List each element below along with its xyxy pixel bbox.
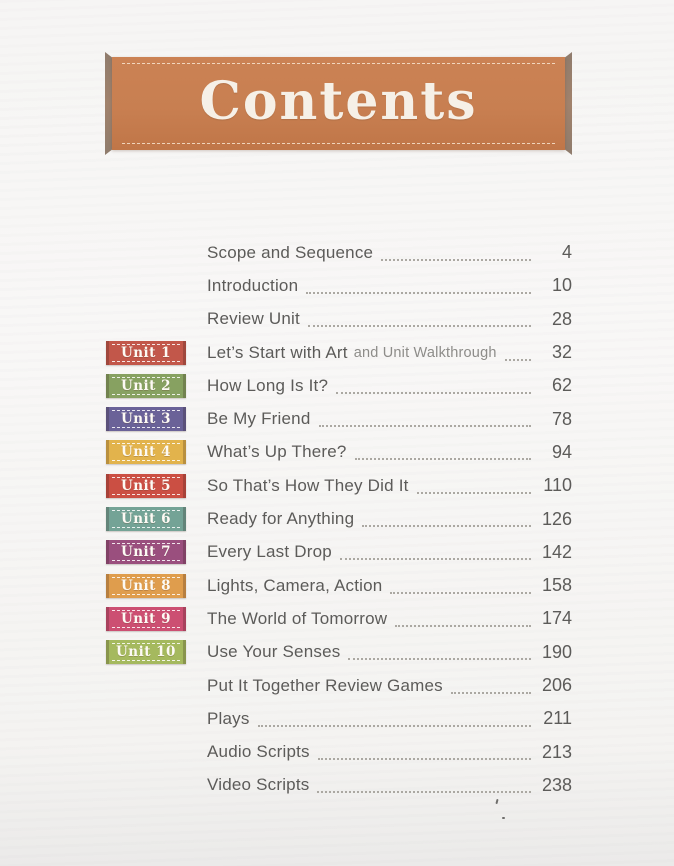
toc-entry-title: Let’s Start with Art bbox=[207, 342, 348, 362]
dotted-leader bbox=[450, 691, 531, 694]
toc-row: Unit 10 Use Your Senses 190 bbox=[106, 636, 572, 669]
toc-entry-title: Audio Scripts bbox=[207, 742, 310, 762]
ribbon-band: Contents bbox=[112, 57, 565, 150]
toc-entry-title: Be My Friend bbox=[207, 409, 311, 429]
toc-page-number: 213 bbox=[541, 741, 572, 762]
toc-entry-title: Use Your Senses bbox=[207, 642, 341, 662]
toc-page-number: 190 bbox=[541, 641, 572, 662]
dotted-leader bbox=[257, 724, 531, 727]
toc-row: Unit 1 Let’s Start with Art and Unit Walkt… bbox=[106, 336, 572, 369]
unit-badge: Unit 7 bbox=[106, 540, 186, 565]
toc-page-number: 62 bbox=[551, 375, 572, 396]
toc-row: Plays 211 bbox=[207, 702, 572, 735]
toc-row: Unit 5 So That’s How They Did It 110 bbox=[106, 469, 572, 502]
ribbon-fold-right bbox=[564, 52, 572, 155]
toc-entry-title: Lights, Camera, Action bbox=[207, 575, 383, 595]
toc-entry-title: Every Last Drop bbox=[207, 542, 332, 562]
toc-row: Introduction 10 bbox=[207, 269, 572, 302]
dotted-leader bbox=[317, 758, 531, 761]
dotted-leader bbox=[317, 791, 531, 794]
toc-row: Put It Together Review Games 206 bbox=[207, 669, 572, 702]
toc-entry-subtitle: and Unit Walkthrough bbox=[353, 344, 497, 361]
dotted-leader bbox=[362, 525, 531, 528]
dotted-leader bbox=[504, 358, 531, 361]
dotted-leader bbox=[306, 291, 531, 294]
toc-entry-title: Scope and Sequence bbox=[207, 242, 374, 262]
toc-row: Unit 7 Every Last Drop 142 bbox=[106, 536, 572, 569]
toc-page-number: 4 bbox=[561, 242, 572, 263]
toc-page-number: 32 bbox=[551, 342, 572, 363]
unit-badge: Unit 3 bbox=[106, 407, 186, 432]
unit-badge: Unit 4 bbox=[106, 440, 186, 465]
unit-badge: Unit 9 bbox=[106, 606, 186, 631]
toc-entry-title: Video Scripts bbox=[207, 775, 310, 795]
toc-page-number: 211 bbox=[543, 708, 572, 729]
toc-entry-title: What’s Up There? bbox=[207, 442, 347, 462]
toc-page-number: 10 bbox=[551, 275, 572, 296]
toc-row: Unit 3 Be My Friend 78 bbox=[106, 402, 572, 435]
toc-entry-title: Ready for Anything bbox=[207, 509, 355, 529]
toc-page-number: 126 bbox=[541, 508, 572, 529]
unit-badge: Unit 10 bbox=[106, 640, 186, 665]
toc-page-number: 206 bbox=[541, 675, 572, 695]
ribbon-fold-left bbox=[105, 52, 113, 155]
toc-entry-title: Review Unit bbox=[207, 309, 300, 329]
toc-entry-title: The World of Tomorrow bbox=[207, 608, 388, 628]
toc-page-number: 94 bbox=[551, 441, 572, 462]
toc-row: Review Unit 28 bbox=[207, 303, 572, 336]
dotted-leader bbox=[336, 391, 531, 394]
dotted-leader bbox=[348, 658, 531, 661]
toc-row: Unit 8 Lights, Camera, Action 158 bbox=[106, 569, 572, 602]
toc-page-number: 174 bbox=[541, 608, 572, 629]
toc-list: Scope and Sequence 4 Introduction 10 Review … bbox=[106, 236, 572, 802]
dotted-leader bbox=[395, 624, 531, 627]
scan-artifact bbox=[502, 817, 505, 819]
unit-badge: Unit 5 bbox=[106, 473, 186, 498]
contents-banner: Contents bbox=[105, 52, 572, 155]
toc-entry-title: How Long Is It? bbox=[207, 375, 329, 395]
dotted-leader bbox=[318, 425, 531, 428]
dotted-leader bbox=[390, 591, 531, 594]
unit-badge: Unit 8 bbox=[106, 573, 186, 598]
toc-row: Unit 4 What’s Up There? 94 bbox=[106, 436, 572, 469]
unit-badge: Unit 6 bbox=[106, 507, 186, 532]
toc-row: Audio Scripts 213 bbox=[207, 735, 572, 768]
toc-row: Unit 6 Ready for Anything 126 bbox=[106, 502, 572, 535]
toc-page-number: 142 bbox=[541, 541, 572, 562]
toc-entry-title: Put It Together Review Games bbox=[207, 675, 443, 695]
dotted-leader bbox=[339, 558, 531, 561]
unit-badge: Unit 2 bbox=[106, 373, 186, 398]
toc-entry-title: Plays bbox=[207, 708, 250, 728]
toc-page-number: 28 bbox=[551, 308, 572, 329]
toc-page-number: 158 bbox=[541, 575, 572, 596]
dotted-leader bbox=[416, 491, 531, 494]
unit-badge: Unit 1 bbox=[106, 340, 186, 365]
toc-row: Unit 9 The World of Tomorrow 174 bbox=[106, 602, 572, 635]
toc-row: Video Scripts 238 bbox=[207, 769, 572, 802]
dotted-leader bbox=[307, 325, 531, 328]
dotted-leader bbox=[354, 458, 531, 461]
toc-row: Unit 2 How Long Is It? 62 bbox=[106, 369, 572, 402]
page-title: Contents bbox=[199, 70, 478, 132]
toc-page-number: 78 bbox=[551, 408, 572, 429]
toc-entry-title: Introduction bbox=[207, 275, 299, 295]
dotted-leader bbox=[381, 258, 531, 261]
toc-page-number: 238 bbox=[541, 774, 572, 795]
toc-entry-title: So That’s How They Did It bbox=[207, 475, 409, 495]
toc-row: Scope and Sequence 4 bbox=[207, 236, 572, 269]
toc-page-number: 110 bbox=[543, 475, 572, 496]
